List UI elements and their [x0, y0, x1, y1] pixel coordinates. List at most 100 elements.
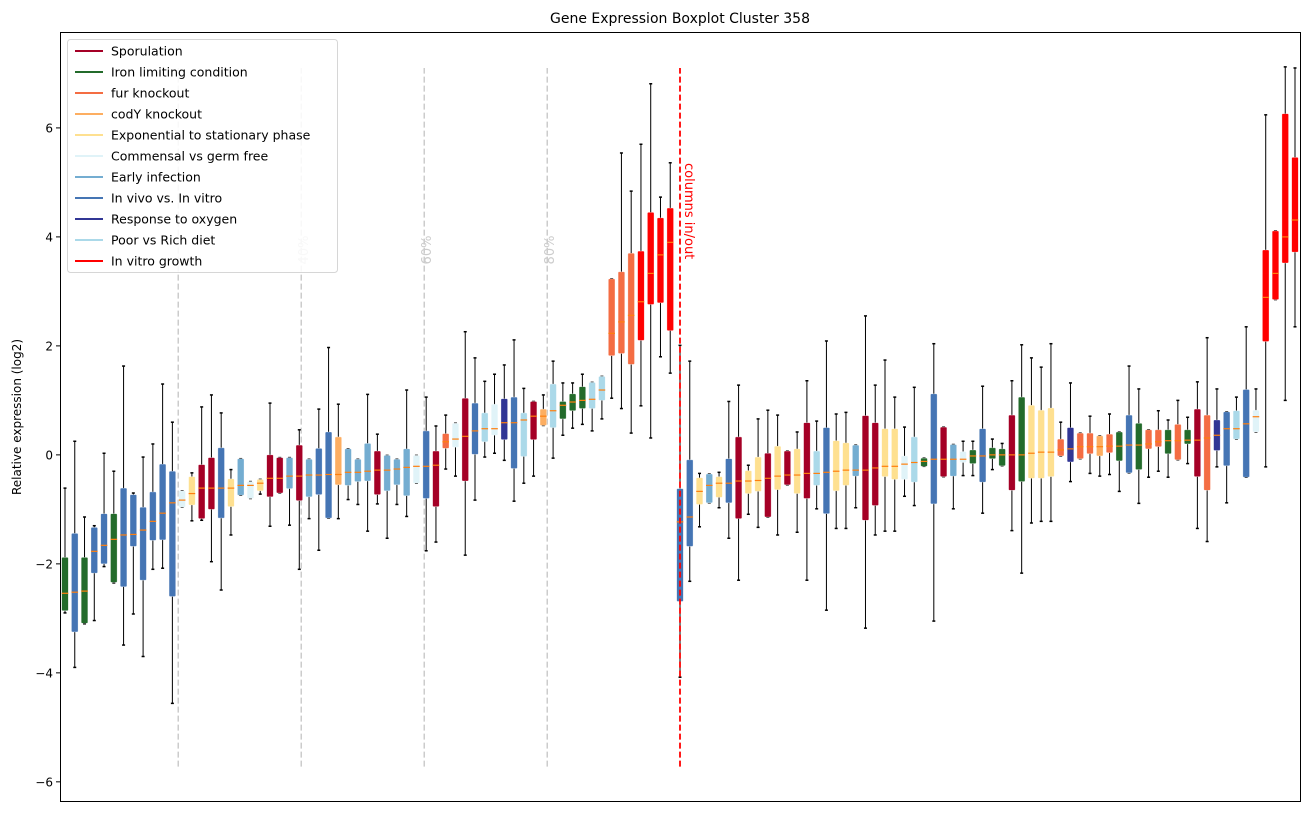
box-body	[364, 443, 372, 482]
box-35	[403, 389, 411, 518]
y-tick-label: −2	[35, 557, 53, 571]
box-64	[686, 360, 694, 583]
box-115	[1184, 416, 1192, 465]
box-body	[1076, 432, 1084, 459]
box-11	[168, 421, 176, 705]
box-83	[871, 384, 879, 536]
box-71	[754, 418, 762, 529]
box-body	[793, 448, 801, 494]
box-body	[617, 271, 626, 354]
box-67	[715, 471, 723, 509]
box-100	[1037, 366, 1045, 523]
box-46	[510, 339, 518, 502]
box-104	[1076, 432, 1084, 460]
box-40	[451, 422, 460, 477]
box-body	[861, 415, 870, 521]
box-body	[822, 427, 831, 515]
box-body	[1291, 157, 1299, 253]
box-38	[432, 425, 440, 543]
box-body	[422, 430, 430, 499]
box-body	[305, 458, 313, 498]
box-body	[451, 422, 460, 448]
box-22	[276, 456, 284, 494]
box-42	[471, 357, 479, 501]
box-7	[129, 492, 137, 615]
box-body	[207, 457, 216, 510]
box-121	[1242, 326, 1250, 478]
box-body	[1281, 113, 1289, 264]
box-body	[871, 422, 879, 506]
box-body	[119, 487, 128, 588]
legend-label: codY knockout	[111, 107, 202, 122]
box-28	[334, 403, 342, 520]
box-109	[1125, 365, 1133, 474]
box-70	[744, 464, 752, 516]
split-marker-label: columns in/out	[681, 163, 696, 259]
box-1	[71, 440, 79, 669]
box-body	[285, 457, 294, 489]
box-31	[364, 393, 372, 532]
box-body	[354, 458, 362, 482]
percent-marker-label: 60%	[420, 236, 435, 265]
chart-title: Gene Expression Boxplot Cluster 358	[550, 11, 810, 27]
box-21	[266, 402, 274, 528]
box-33	[383, 454, 391, 539]
box-72	[764, 409, 772, 518]
box-body	[608, 278, 616, 356]
y-tick-label: −4	[35, 666, 53, 680]
box-88	[920, 457, 928, 468]
box-body	[227, 478, 235, 507]
box-body	[881, 428, 889, 477]
legend-label: fur knockout	[111, 86, 189, 101]
box-body	[198, 464, 206, 519]
box-body	[217, 447, 225, 519]
box-45	[500, 364, 508, 462]
box-body	[1105, 433, 1114, 453]
box-61	[656, 196, 665, 358]
box-39	[442, 414, 450, 470]
box-body	[129, 494, 137, 547]
legend-item-M: Commensal vs germ free	[75, 149, 268, 164]
box-body	[686, 459, 694, 547]
box-118	[1213, 388, 1221, 468]
y-axis: −6 −4 −2 0 2 4 6	[35, 121, 60, 789]
legend-label: In vitro growth	[111, 254, 202, 269]
box-4	[100, 452, 108, 568]
box-69	[734, 384, 743, 581]
box-body	[647, 212, 655, 305]
box-49	[539, 394, 547, 427]
box-body	[549, 383, 557, 428]
box-116	[1193, 381, 1201, 530]
box-body	[998, 448, 1006, 467]
box-body	[1018, 396, 1026, 482]
box-124	[1271, 230, 1280, 301]
legend-label: Exponential to stationary phase	[111, 128, 311, 143]
box-122	[1252, 388, 1260, 433]
box-body	[939, 426, 948, 477]
box-body	[149, 491, 157, 541]
box-body	[461, 397, 469, 482]
legend-item-P: Poor vs Rich diet	[75, 233, 215, 248]
box-body	[734, 436, 743, 519]
box-body	[930, 393, 938, 505]
box-98	[1018, 344, 1026, 574]
box-body	[529, 401, 538, 440]
box-68	[725, 400, 733, 539]
box-92	[959, 440, 967, 477]
box-59	[637, 143, 645, 407]
box-2	[80, 516, 89, 625]
box-103	[1066, 382, 1075, 483]
box-97	[1008, 380, 1016, 532]
box-body	[539, 408, 547, 426]
box-body	[744, 470, 752, 494]
box-body	[813, 450, 821, 486]
box-58	[627, 190, 635, 434]
box-10	[159, 383, 167, 569]
box-75	[793, 431, 801, 534]
box-body	[774, 445, 782, 491]
box-26	[315, 408, 323, 551]
box-body	[891, 428, 899, 480]
y-tick-label: 0	[45, 448, 53, 462]
box-body	[373, 450, 381, 495]
legend-item-E: Exponential to stationary phase	[75, 128, 311, 143]
